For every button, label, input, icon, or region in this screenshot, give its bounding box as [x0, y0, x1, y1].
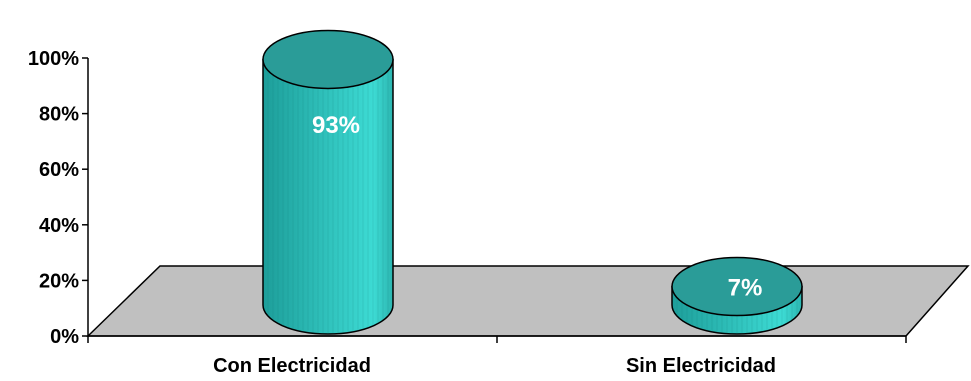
- x-axis: [87, 335, 907, 343]
- y-tick-label: 0%: [50, 326, 79, 348]
- data-label: 93%: [312, 112, 360, 139]
- y-tick-label: 80%: [39, 104, 79, 126]
- data-label: 7%: [728, 275, 763, 302]
- y-tick-label: 20%: [39, 270, 79, 292]
- y-axis: 0% 20% 40% 60% 80% 100%: [28, 48, 89, 348]
- bar-top: [262, 29, 394, 90]
- y-tick-label: 40%: [39, 215, 79, 237]
- bar-body: [262, 58, 394, 335]
- y-tick-label: 60%: [39, 159, 79, 181]
- bar-facets: [267, 59, 389, 334]
- chart-floor: [86, 265, 970, 337]
- bar-sin-electricidad: 7%: [671, 256, 803, 335]
- category-label: Sin Electricidad: [626, 355, 776, 377]
- bar-top: [671, 256, 803, 317]
- y-tick-label: 100%: [28, 48, 79, 70]
- category-label: Con Electricidad: [213, 355, 371, 377]
- bar-con-electricidad: 93%: [262, 29, 394, 335]
